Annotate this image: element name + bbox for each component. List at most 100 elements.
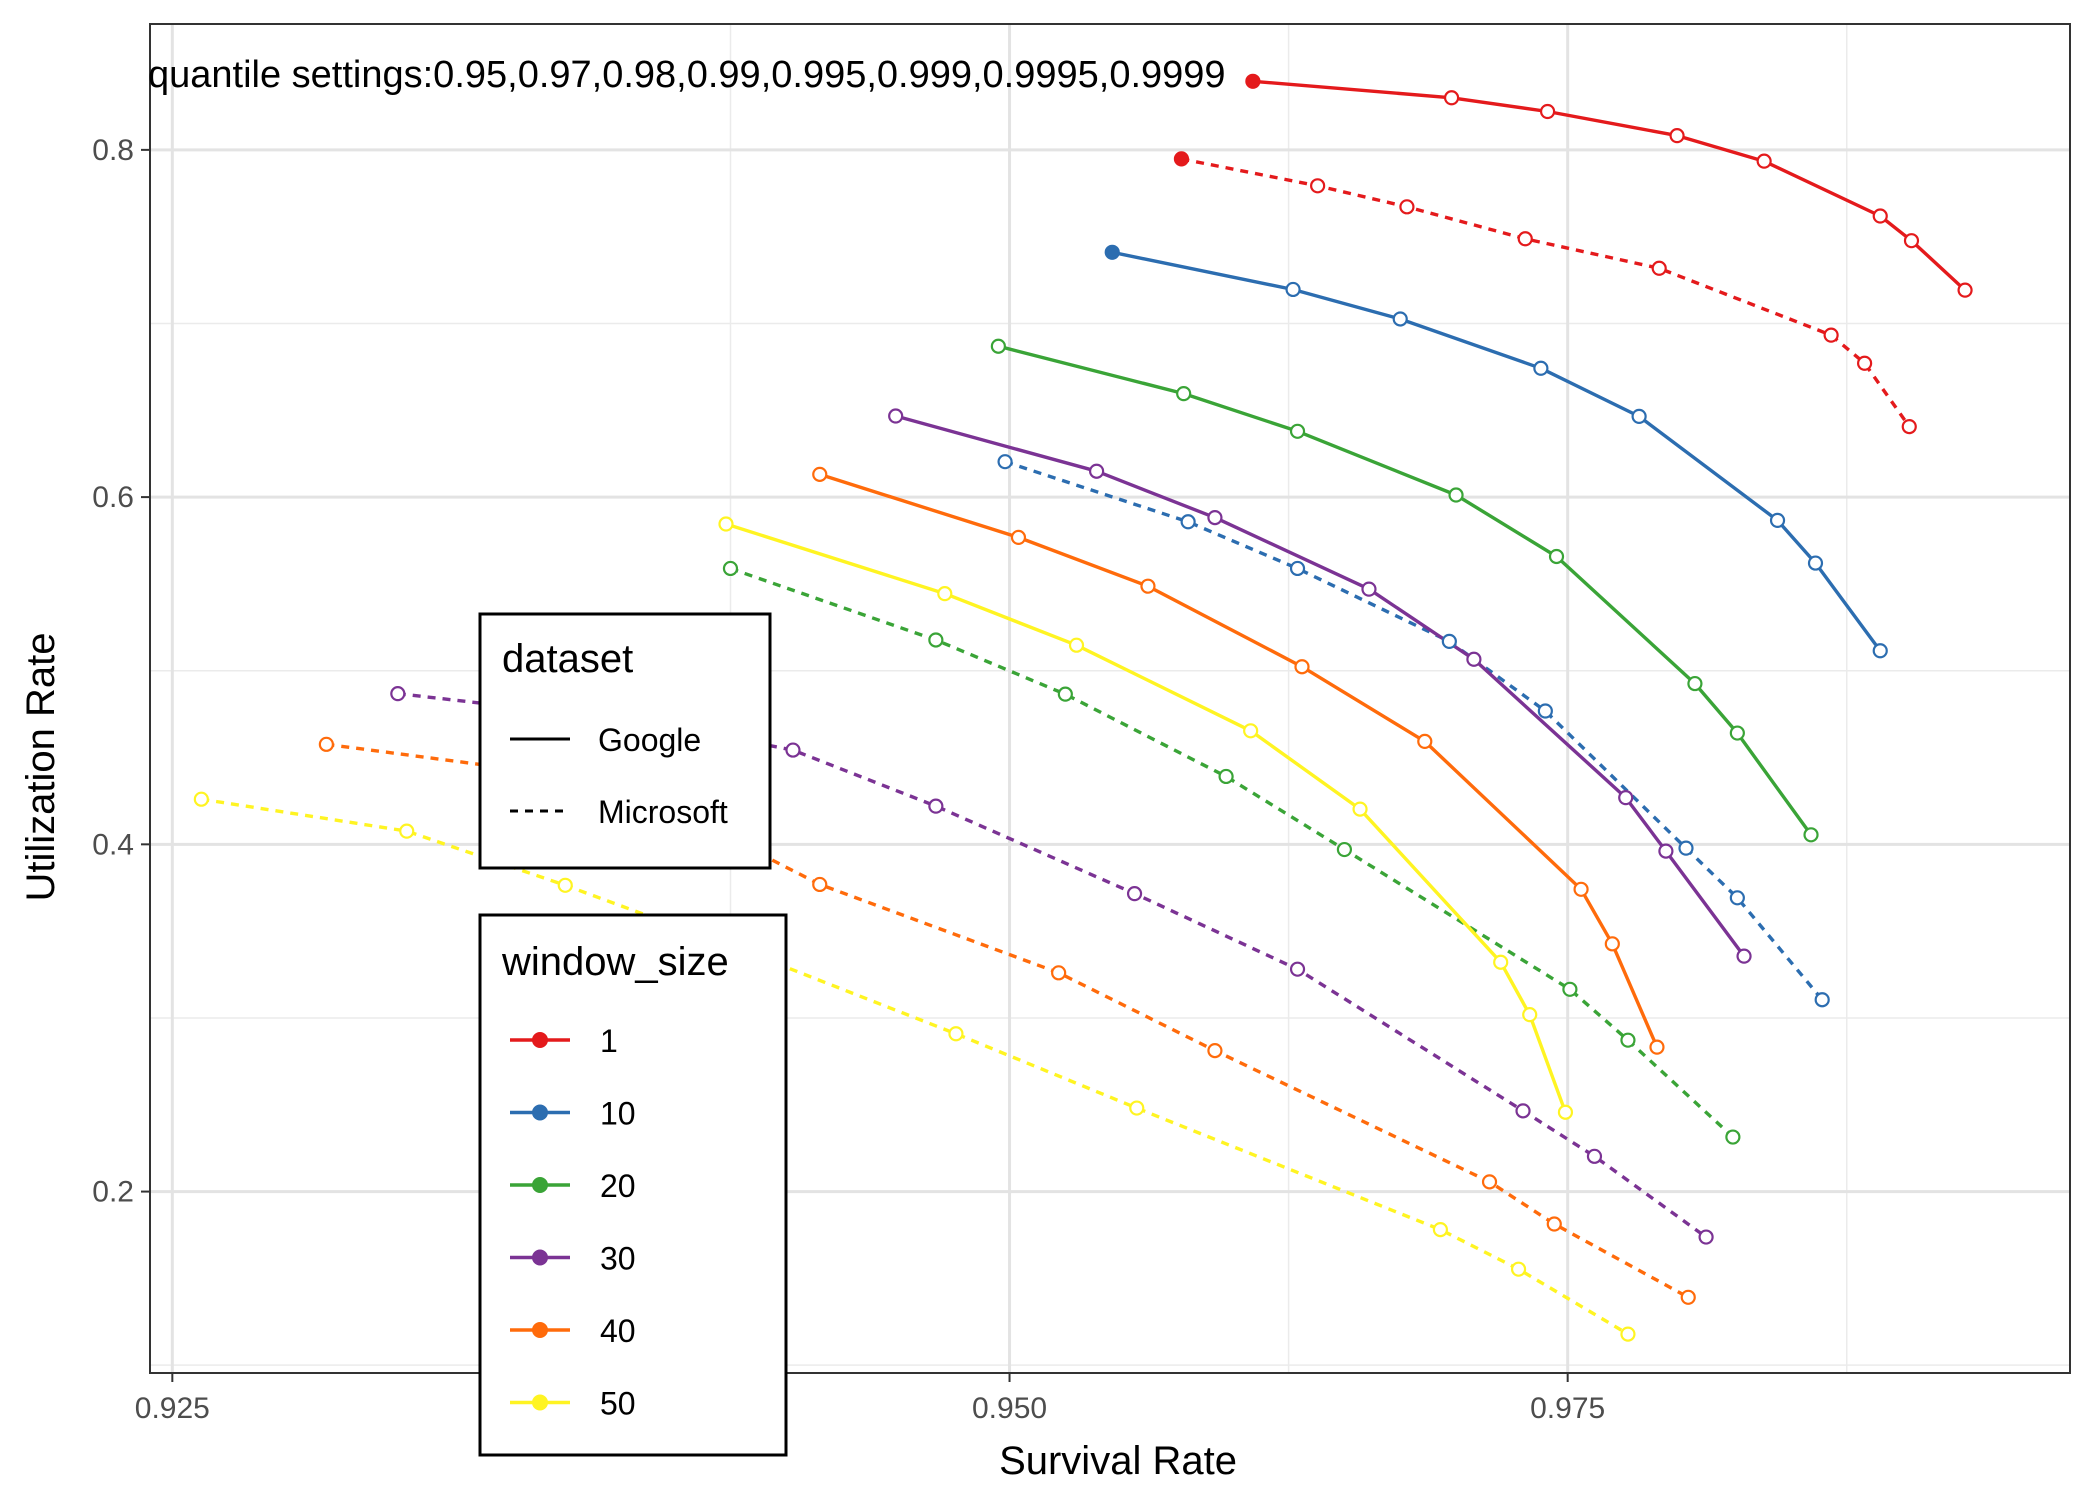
series-line-google-40: [819, 472, 1659, 1048]
data-point: [1515, 1103, 1531, 1119]
data-point: [1466, 651, 1482, 667]
data-point: [1769, 512, 1786, 528]
data-point: [557, 877, 573, 893]
data-point: [1680, 1289, 1696, 1305]
data-point: [1493, 954, 1509, 970]
legend-label-microsoft: Microsoft: [598, 794, 728, 830]
data-point: [718, 516, 734, 532]
data-point: [1522, 1007, 1538, 1023]
legend-label-google: Google: [598, 722, 701, 758]
legend-dataset-title: dataset: [502, 637, 633, 681]
x-axis-ticks: 0.925 0.950 0.975: [135, 1373, 1605, 1425]
legend-label-window-40: 40: [600, 1313, 636, 1349]
data-point: [390, 686, 406, 702]
data-point: [1285, 281, 1301, 298]
data-point: [997, 454, 1013, 470]
data-point: [1725, 1129, 1741, 1145]
data-point: [1872, 208, 1888, 224]
legend-window-size: window_size 1 10 20 30 40 50: [478, 913, 788, 1457]
data-point: [1289, 423, 1306, 439]
legend-label-window-10: 10: [600, 1096, 636, 1132]
data-point: [399, 823, 415, 839]
data-point: [1539, 103, 1556, 120]
data-point: [928, 632, 944, 648]
data-point: [1548, 548, 1565, 565]
x-tick-label: 0.925: [135, 1392, 210, 1425]
data-point: [1756, 153, 1772, 169]
data-point: [1729, 725, 1745, 741]
data-point: [785, 742, 801, 758]
y-axis-ticks: 0.2 0.4 0.6 0.8: [92, 134, 150, 1209]
legend-label-window-1: 1: [600, 1023, 618, 1059]
data-point: [1180, 514, 1196, 530]
data-point: [318, 736, 334, 752]
y-tick-label: 0.8: [92, 134, 134, 167]
data-point: [1310, 178, 1326, 194]
data-point: [1432, 1221, 1449, 1238]
data-point: [1140, 578, 1156, 594]
data-point: [1729, 890, 1745, 906]
y-tick-label: 0.4: [92, 828, 134, 861]
data-point: [1537, 703, 1553, 719]
data-point: [1126, 886, 1143, 902]
data-point: [1807, 555, 1824, 571]
data-point: [1104, 244, 1120, 260]
data-point: [1392, 311, 1408, 327]
series-points: [193, 73, 1973, 1342]
data-point: [1823, 327, 1839, 343]
data-point: [1441, 633, 1457, 649]
data-point: [1620, 1326, 1636, 1342]
data-point: [1448, 487, 1464, 503]
data-point: [1803, 827, 1819, 843]
legend-key-point: [532, 1032, 548, 1048]
data-point: [1051, 965, 1067, 981]
data-point: [1546, 1216, 1562, 1232]
data-point: [1243, 723, 1259, 739]
data-point: [1481, 1174, 1498, 1190]
data-point: [1089, 463, 1105, 479]
data-point: [1510, 1261, 1527, 1277]
legend-key-point: [532, 1177, 548, 1193]
data-point: [948, 1026, 964, 1042]
data-point: [1173, 151, 1190, 167]
series-line-google-10: [1111, 250, 1882, 652]
data-point: [1698, 1229, 1714, 1245]
data-point: [1573, 881, 1589, 897]
data-point: [1649, 1039, 1665, 1055]
data-point: [1736, 948, 1752, 964]
data-point: [1417, 733, 1433, 749]
minor-gridlines: [150, 24, 2070, 1373]
plot-panel: [150, 24, 2070, 1373]
data-point: [722, 560, 739, 577]
legend-label-window-30: 30: [600, 1241, 636, 1277]
data-point: [1207, 1042, 1223, 1059]
data-point: [1872, 643, 1888, 659]
data-point: [1814, 992, 1830, 1008]
data-point: [1517, 231, 1533, 247]
data-point: [928, 798, 944, 814]
data-point: [937, 586, 953, 602]
legend-dataset-box: [478, 612, 772, 870]
data-point: [1586, 1148, 1603, 1164]
data-point: [812, 876, 828, 893]
data-point: [1207, 509, 1223, 526]
series-line-microsoft-10: [1004, 460, 1824, 1001]
data-point: [1352, 801, 1368, 817]
data-point: [1620, 1032, 1636, 1048]
data-point: [1289, 961, 1306, 977]
legend-label-window-20: 20: [600, 1168, 636, 1204]
data-point: [1289, 560, 1306, 577]
data-point: [1399, 199, 1415, 215]
legend-dataset: dataset Google Microsoft: [478, 612, 772, 870]
data-point: [888, 408, 904, 424]
series-line-google-30: [895, 414, 1746, 958]
legend-window-title: window_size: [501, 940, 729, 984]
data-point: [1336, 841, 1353, 858]
data-point: [1901, 419, 1917, 435]
data-point: [812, 466, 828, 482]
data-point: [1669, 128, 1685, 144]
x-tick-label: 0.950: [972, 1392, 1047, 1425]
x-tick-label: 0.975: [1530, 1392, 1605, 1425]
data-point: [1562, 981, 1578, 997]
